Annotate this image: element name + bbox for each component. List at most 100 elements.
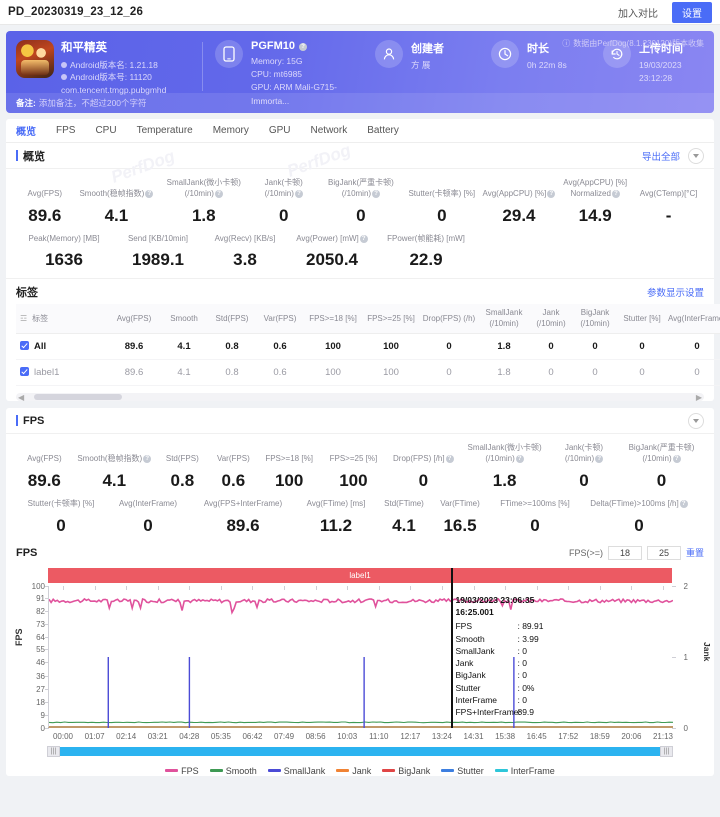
tab-概览[interactable]: 概览 xyxy=(16,127,36,138)
metric-label: BigJank(严重卡顿) (/10min)? xyxy=(328,178,394,198)
fps-threshold-2-input[interactable]: 25 xyxy=(646,545,681,560)
note-input-placeholder[interactable]: 添加备注，不超过200个字符 xyxy=(38,98,147,108)
help-icon[interactable]: ? xyxy=(515,454,524,463)
metric-value: 100 xyxy=(274,470,304,490)
table-cell: 0.6 xyxy=(256,359,304,387)
legend-item-fps[interactable]: FPS xyxy=(165,766,199,776)
metric-label: Avg(FPS+InterFrame) xyxy=(203,498,283,508)
tags-table-hscrollbar[interactable]: ◀ ▶ xyxy=(16,393,704,403)
metric-value: 0 xyxy=(634,515,644,535)
duration-label: 时长 xyxy=(527,43,549,55)
tab-network[interactable]: Network xyxy=(310,125,348,136)
legend-swatch xyxy=(165,769,179,773)
scroll-left-icon[interactable]: ◀ xyxy=(18,393,25,403)
scroll-handle-left[interactable]: ||| xyxy=(47,745,60,757)
tooltip-value: : 0 xyxy=(517,645,527,656)
plot-area[interactable]: 0 9 18 27 36 46 55 64 73 82 91 100 0 1 2 00:00 01:07 02:1… xyxy=(32,567,688,741)
settings-button[interactable]: 设置 xyxy=(672,1,712,23)
chart-title: FPS xyxy=(16,546,38,559)
app-icon xyxy=(16,40,54,78)
y-axis-right-title: Jank xyxy=(702,641,712,661)
legend-item-interframe[interactable]: InterFrame xyxy=(494,766,555,776)
tooltip-key: Smooth xyxy=(455,633,485,644)
y-axis-tick xyxy=(45,623,49,625)
metric-label: Smooth(稳帧指数)? xyxy=(73,454,156,465)
help-icon[interactable]: ? xyxy=(359,234,368,243)
metric-label: Var(FPS) xyxy=(216,453,250,463)
help-icon[interactable]: ? xyxy=(145,189,154,198)
row-checkbox[interactable] xyxy=(20,341,29,351)
scroll-handle-right[interactable]: ||| xyxy=(660,745,673,757)
metric-value: 89.6 xyxy=(27,470,61,490)
legend-item-jank[interactable]: Jank xyxy=(336,766,371,776)
scroll-right-icon[interactable]: ▶ xyxy=(695,393,702,403)
note-row[interactable]: 备注: 添加备注，不超过200个字符 xyxy=(6,93,714,113)
y-axis-tick-label: 64 xyxy=(36,632,45,642)
table-col-5: FPS>=18 [%] xyxy=(304,304,362,335)
help-icon[interactable]: ? xyxy=(294,189,303,198)
table-cell-tag-name[interactable]: label1 xyxy=(16,359,108,387)
table-cell: 100 xyxy=(304,333,362,361)
x-axis-tick xyxy=(252,585,254,590)
tab-fps[interactable]: FPS xyxy=(56,125,76,136)
chart-cursor-line[interactable] xyxy=(451,567,453,728)
fps-metrics-row-2: Stutter(卡顿率) [%] 0 Avg(InterFrame) 0 Avg(FPS… xyxy=(6,495,714,542)
collapse-overview-button[interactable] xyxy=(688,147,704,164)
columns-icon[interactable]: ☲ xyxy=(20,313,28,323)
fps-threshold-1-input[interactable]: 18 xyxy=(607,545,642,560)
collapse-fps-button[interactable] xyxy=(688,412,704,429)
parameter-display-settings-link[interactable]: 参数显示设置 xyxy=(646,287,704,299)
metric-label: Peak(Memory) [MB] xyxy=(28,233,100,243)
table-col-7: Drop(FPS) (/h) xyxy=(420,304,478,335)
tab-temperature[interactable]: Temperature xyxy=(136,125,193,136)
help-icon[interactable]: ? xyxy=(445,454,454,463)
help-icon[interactable]: ? xyxy=(679,499,688,508)
y-axis-right-tick-label: 1 xyxy=(683,652,688,662)
y-axis-tick-label: 55 xyxy=(36,645,45,655)
legend-item-smalljank[interactable]: SmallJank xyxy=(267,765,326,776)
help-icon[interactable]: ? xyxy=(672,454,681,463)
tab-memory[interactable]: Memory xyxy=(212,125,249,136)
x-axis-tick xyxy=(347,585,349,590)
android-icon xyxy=(61,74,67,81)
metric-cell: Avg(CTemp)[°C] - xyxy=(633,189,704,226)
metric-label: Avg(InterFrame) xyxy=(118,498,178,508)
help-icon[interactable]: ? xyxy=(299,43,308,51)
help-icon[interactable]: ? xyxy=(372,189,381,198)
add-to-compare-button[interactable]: 加入对比 xyxy=(610,2,666,23)
tab-gpu[interactable]: GPU xyxy=(268,125,291,136)
tags-table-wrap: ☲ 标签 Avg(FPS) Smooth Std(FPS) Var(FPS) FPS>=18… xyxy=(6,304,720,390)
overview-header-actions: 导出全部 xyxy=(641,147,704,164)
legend-label: SmallJank xyxy=(283,765,326,776)
row-checkbox[interactable] xyxy=(20,367,29,377)
legend-item-bigjank[interactable]: BigJank xyxy=(382,766,430,776)
help-icon[interactable]: ? xyxy=(611,189,620,198)
help-icon[interactable]: ? xyxy=(214,189,223,198)
legend-item-smooth[interactable]: Smooth xyxy=(209,766,257,776)
y-axis-right-tick-label: 0 xyxy=(683,723,688,733)
help-icon[interactable]: ? xyxy=(595,454,604,463)
x-axis-tick-label: 12:17 xyxy=(400,731,421,741)
metric-cell: Avg(Recv) [KB/s] 3.8 xyxy=(204,234,286,271)
metric-label: Avg(AppCPU) [%] Normalized? xyxy=(563,178,628,198)
help-icon[interactable]: ? xyxy=(547,189,556,198)
scrollbar-thumb[interactable] xyxy=(34,394,122,401)
metric-value: 0 xyxy=(656,470,667,490)
metric-label: Delta(FTime)>100ms [/h]? xyxy=(582,499,696,510)
metric-cell: Avg(Power) [mW]? 2050.4 xyxy=(286,234,378,271)
creator-info: 创建者 方 展 xyxy=(375,40,491,72)
data-source-note: ⓘ 数据由PerfDog(8.1.230120)版本收集 xyxy=(562,39,704,48)
tab-battery[interactable]: Battery xyxy=(367,125,399,136)
chart-time-scrollbar[interactable]: ||| ||| xyxy=(47,745,673,757)
export-all-link[interactable]: 导出全部 xyxy=(641,151,680,163)
table-cell-tag-name[interactable]: All xyxy=(16,333,108,361)
metric-label: Drop(FPS) [/h]? xyxy=(386,454,460,465)
tooltip-row: Jank: 0 xyxy=(455,657,543,669)
legend-item-stutter[interactable]: Stutter xyxy=(441,766,484,776)
help-icon[interactable]: ? xyxy=(143,454,152,463)
tab-cpu[interactable]: CPU xyxy=(95,125,117,136)
fps-chart[interactable]: label1 FPS Jank 0 9 18 27 36 46 55 64 73 82 91 100 0… xyxy=(6,564,714,776)
reset-button[interactable]: 重置 xyxy=(685,548,704,559)
